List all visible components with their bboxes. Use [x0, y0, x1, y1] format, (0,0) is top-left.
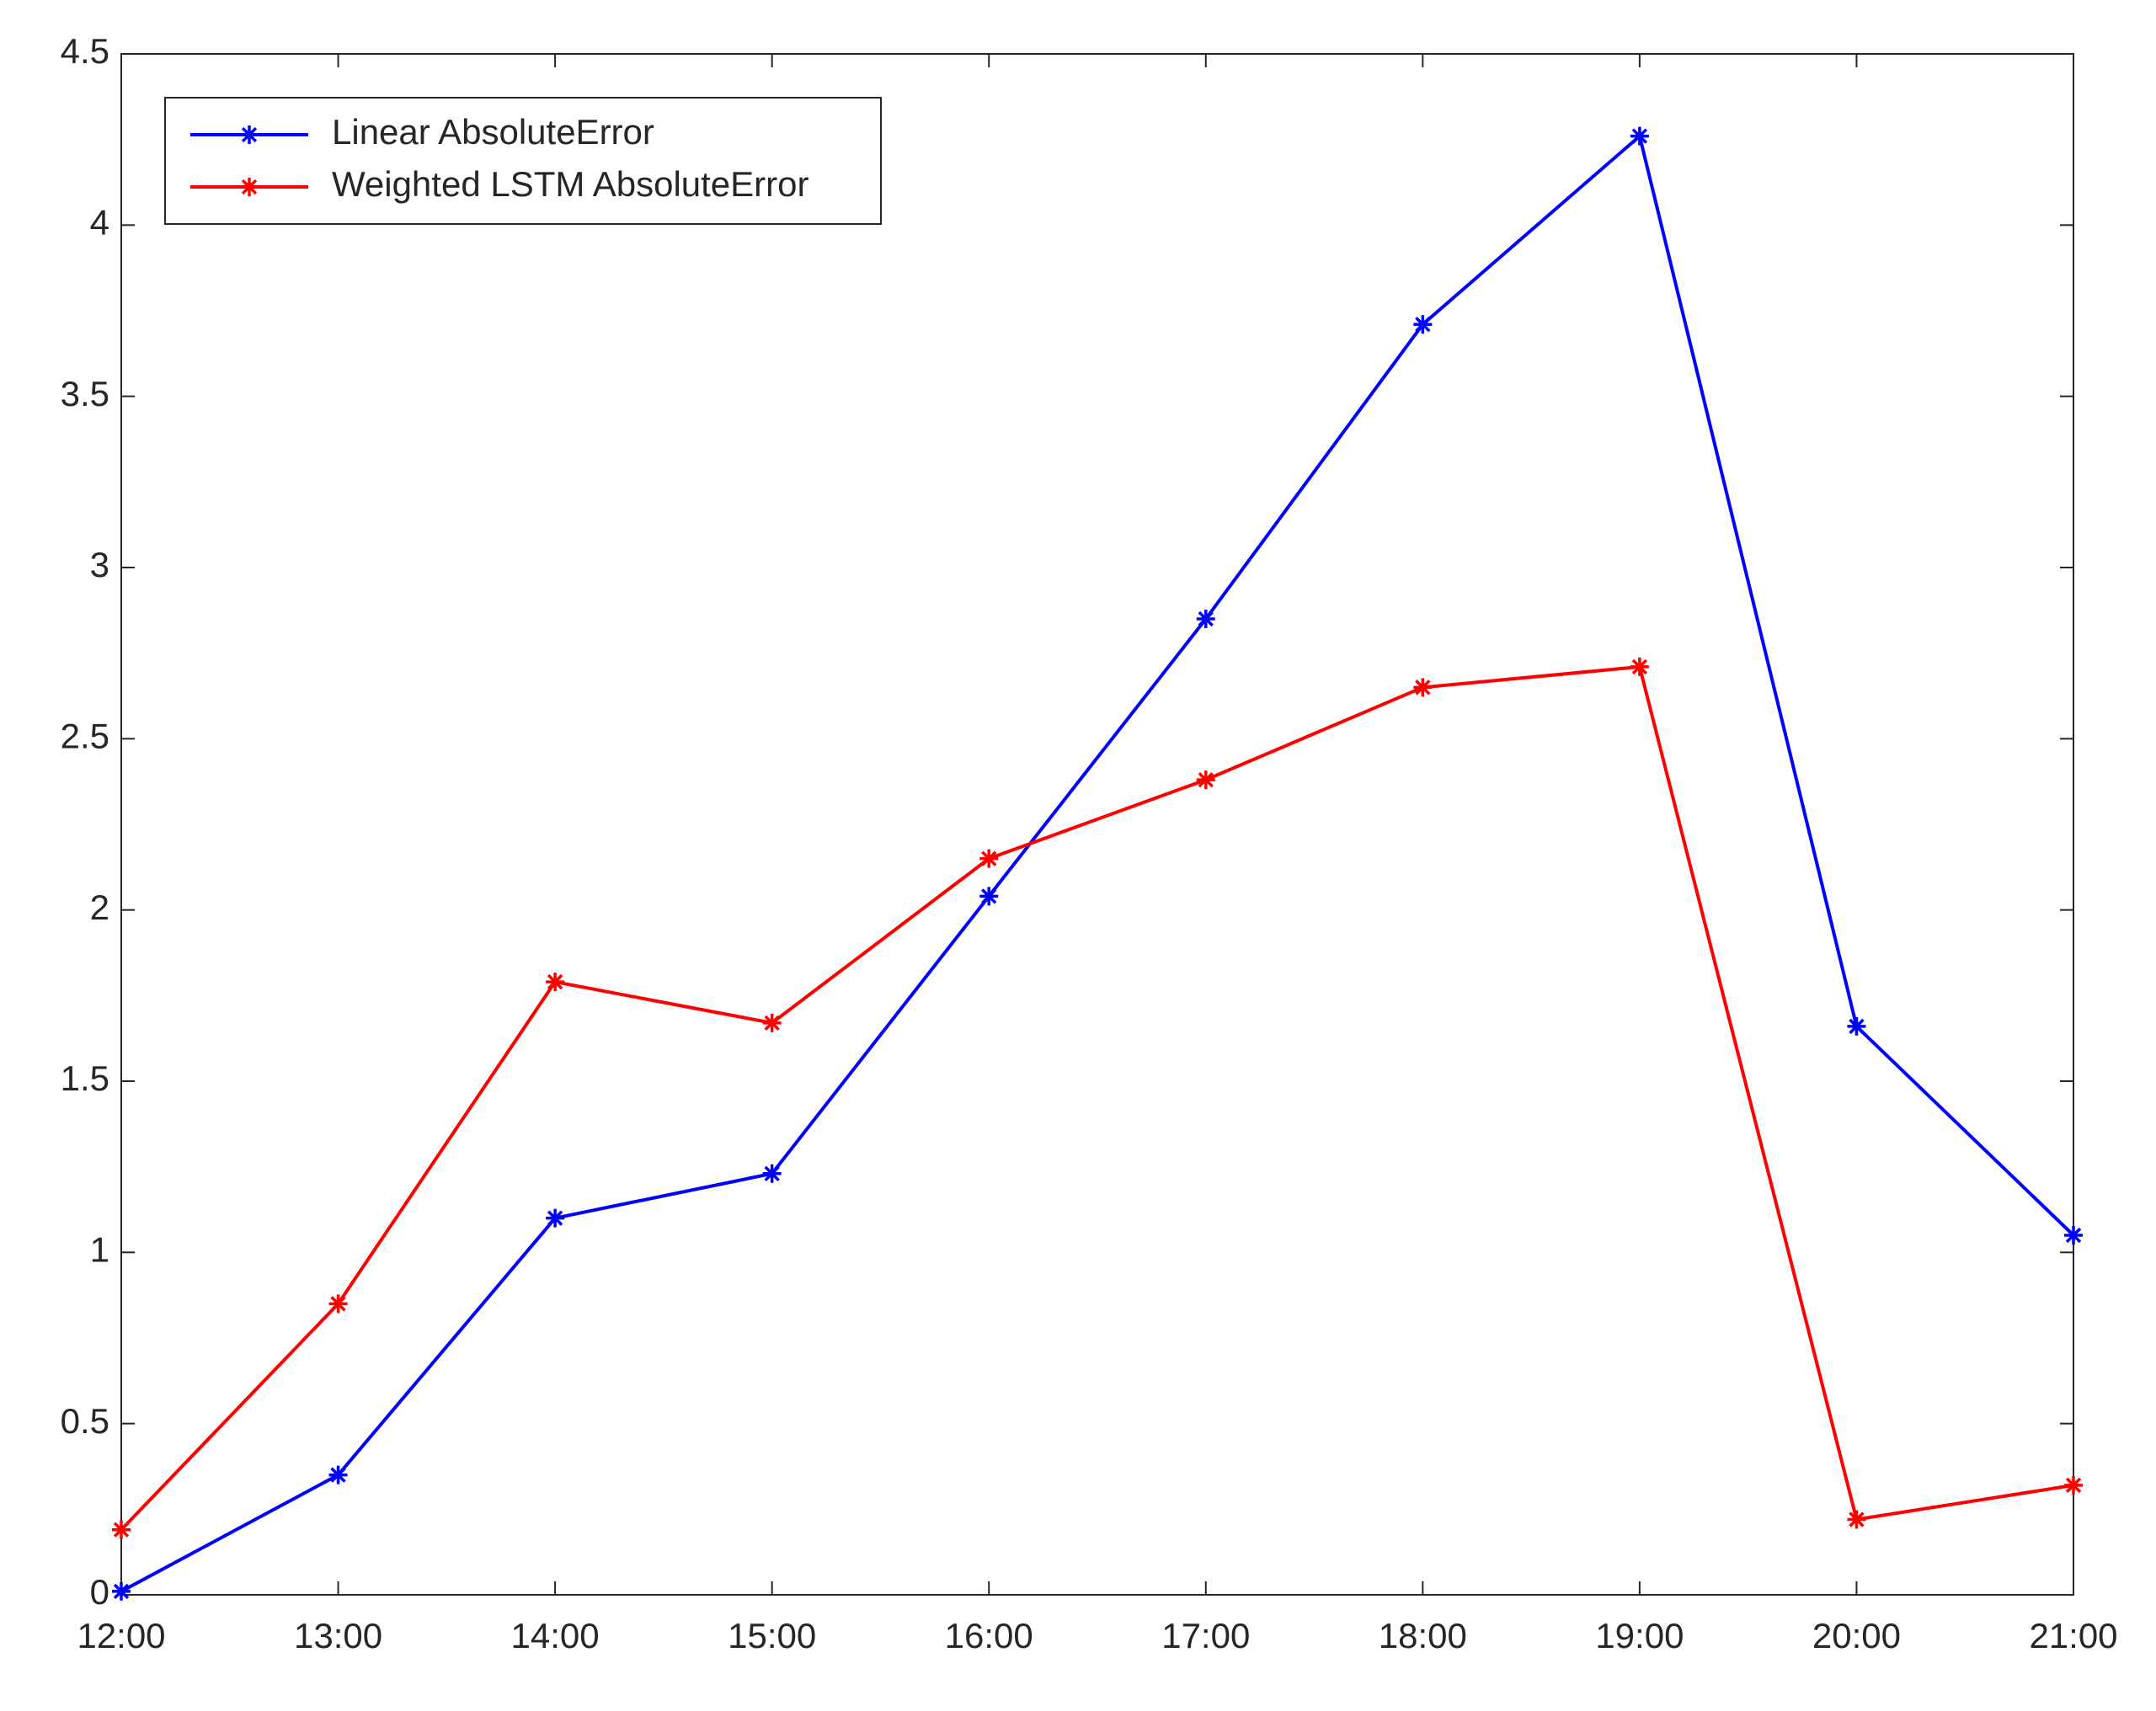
marker: [979, 849, 999, 868]
marker: [2064, 1226, 2083, 1245]
y-tick-label: 0: [90, 1572, 109, 1612]
marker: [762, 1164, 782, 1183]
marker: [1630, 657, 1649, 676]
legend-label: Linear AbsoluteError: [332, 112, 654, 152]
x-tick-label: 20:00: [1812, 1616, 1901, 1655]
x-tick-label: 15:00: [728, 1616, 816, 1655]
y-tick-label: 1: [90, 1229, 109, 1269]
x-tick-label: 19:00: [1595, 1616, 1684, 1655]
marker: [1847, 1016, 1866, 1036]
legend-box: [164, 97, 882, 225]
marker: [546, 1208, 565, 1228]
marker: [328, 1465, 348, 1484]
x-tick-label: 14:00: [511, 1616, 600, 1655]
x-tick-label: 16:00: [945, 1616, 1033, 1655]
series-line: [120, 664, 2074, 1532]
x-tick-label: 13:00: [294, 1616, 382, 1655]
marker: [1847, 1510, 1866, 1529]
plot-frame: [120, 53, 2074, 1596]
marker: [240, 178, 259, 196]
marker: [979, 887, 999, 906]
x-tick-label: 18:00: [1379, 1616, 1467, 1655]
marker: [2064, 1475, 2083, 1495]
x-tick-label: 17:00: [1161, 1616, 1250, 1655]
marker: [112, 1520, 131, 1539]
series-line: [120, 132, 2075, 1593]
y-tick-label: 2.5: [61, 716, 109, 755]
marker: [1413, 315, 1433, 334]
marker: [328, 1294, 348, 1314]
y-tick-label: 3.5: [61, 374, 109, 413]
marker: [1413, 678, 1433, 697]
marker: [1630, 126, 1649, 146]
legend-label: Weighted LSTM AbsoluteError: [332, 164, 809, 204]
y-tick-label: 0.5: [61, 1401, 109, 1441]
marker: [112, 1581, 131, 1601]
marker: [546, 973, 565, 992]
y-tick-label: 2: [90, 887, 109, 927]
x-tick-label: 21:00: [2029, 1616, 2117, 1655]
y-tick-label: 1.5: [61, 1058, 109, 1098]
y-tick-label: 3: [90, 545, 109, 584]
y-tick-label: 4.5: [61, 31, 109, 71]
marker: [1196, 610, 1215, 628]
marker: [240, 125, 259, 144]
x-tick-label: 12:00: [77, 1616, 165, 1655]
y-tick-label: 4: [90, 202, 109, 242]
marker: [762, 1013, 782, 1032]
marker: [1196, 770, 1215, 790]
